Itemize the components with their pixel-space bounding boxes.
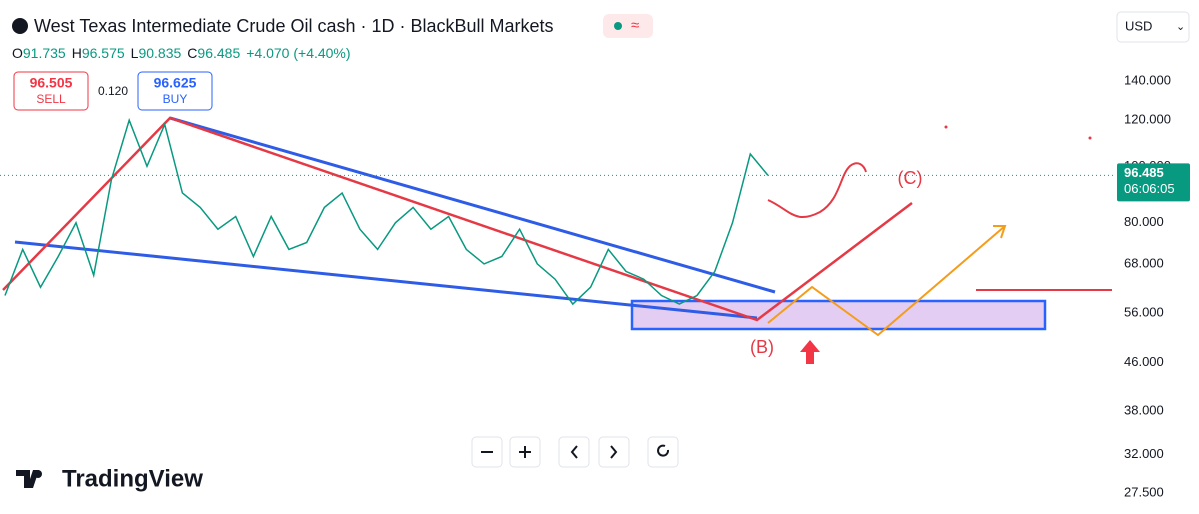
y-tick-label: 80.000	[1124, 214, 1164, 229]
ohlc-value: 90.835	[138, 45, 181, 61]
currency: USD	[1125, 18, 1152, 33]
sell-price: 96.505	[30, 75, 73, 91]
currency-select[interactable]	[1116, 11, 1190, 43]
y-tick-label: 46.000	[1124, 354, 1164, 369]
y-tick-label: 32.000	[1124, 446, 1164, 461]
countdown: 06:06:05	[1124, 181, 1175, 196]
symbol-title[interactable]: West Texas Intermediate Crude Oil cash ·…	[34, 16, 554, 36]
y-tick-label: 27.500	[1124, 484, 1164, 499]
status-badge[interactable]	[603, 14, 653, 38]
icon	[610, 445, 618, 459]
icon	[570, 445, 578, 459]
ohlc-value: 96.575	[82, 45, 125, 61]
symbol-icon	[12, 18, 28, 34]
toolbar	[471, 436, 679, 468]
ohlc-label: O	[12, 45, 23, 61]
ohlc-label: L	[131, 45, 139, 61]
sketch-curve	[767, 162, 867, 218]
y-tick-label: 140.000	[1124, 73, 1171, 88]
change: +4.070 (+4.40%)	[246, 45, 350, 61]
spread: 0.120	[98, 84, 128, 98]
ohlc-label: H	[72, 45, 82, 61]
y-tick-label: 68.000	[1124, 255, 1164, 270]
wave-line	[2, 116, 913, 322]
status-icon: ≈	[631, 17, 639, 34]
ohlc-value: 91.735	[23, 45, 66, 61]
projection-line	[767, 225, 1006, 337]
arrow-head	[993, 225, 1007, 239]
price-tag-value: 96.485	[1124, 165, 1164, 180]
y-tick-label: 120.000	[1124, 112, 1171, 127]
sell-label: SELL	[36, 92, 66, 106]
wave-label: (C)	[898, 168, 923, 188]
dropdown-icon: ⌄	[1176, 21, 1185, 33]
status-dot	[614, 22, 622, 30]
y-tick-label: 56.000	[1124, 304, 1164, 319]
brand-logo	[16, 470, 39, 488]
ohlc-row: O91.735 H96.575 L90.835 C96.485 +4.070 (+4.4…	[12, 45, 351, 61]
scroll-left[interactable]	[558, 436, 590, 468]
dot	[1088, 136, 1092, 140]
price-line	[4, 117, 769, 306]
ohlc-value: 96.485	[197, 45, 240, 61]
buy-button[interactable]	[137, 71, 213, 111]
brand: TradingView	[62, 465, 203, 492]
icon	[519, 446, 531, 458]
buy-price: 96.625	[154, 75, 197, 91]
ohlc-label: C	[187, 45, 197, 61]
price-tag	[1117, 163, 1190, 202]
icon	[657, 444, 670, 457]
dot	[944, 125, 948, 129]
up-arrow	[800, 340, 820, 364]
reset[interactable]	[647, 436, 679, 468]
wave-label: (B)	[750, 337, 774, 357]
buy-label: BUY	[163, 92, 188, 106]
trend-line	[169, 116, 776, 294]
scroll-right[interactable]	[598, 436, 630, 468]
y-tick-label: 38.000	[1124, 402, 1164, 417]
trend-line	[14, 240, 758, 320]
brand-logo	[34, 470, 42, 478]
sell-button[interactable]	[13, 71, 89, 111]
